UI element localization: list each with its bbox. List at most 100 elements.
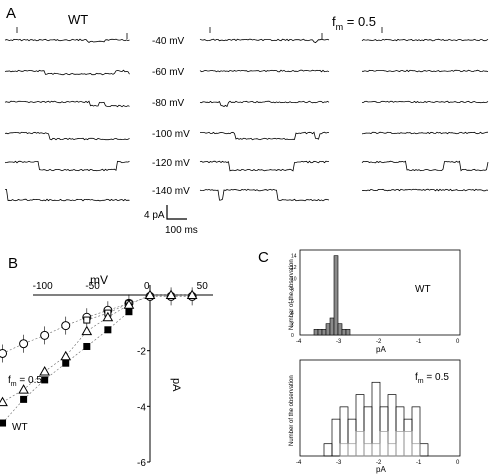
c2-fm-sub: m xyxy=(418,378,424,385)
c2-bar xyxy=(411,443,421,457)
b-point-crossed-square xyxy=(83,316,91,324)
b-x-axis-label: mV xyxy=(90,273,108,287)
current-trace xyxy=(4,38,130,44)
c2-bar xyxy=(323,443,333,457)
c2-fm-annotation: fm = 0.5 xyxy=(415,372,449,385)
current-trace xyxy=(199,38,330,44)
current-trace xyxy=(199,131,330,141)
c1-ticks: -4 -3 -2 -1 0 0 2 4 6 8 10 12 14 xyxy=(291,254,460,345)
c2-fm-value: = 0.5 xyxy=(424,372,450,383)
b-point-open-triangle xyxy=(165,289,177,299)
c2-bar xyxy=(395,431,405,457)
b-fm-f: f xyxy=(8,375,11,386)
b-point-filled-square xyxy=(0,419,7,427)
fm-value: = 0.5 xyxy=(343,14,376,29)
panel-b-label: B xyxy=(8,255,18,272)
current-trace xyxy=(4,188,130,202)
current-trace xyxy=(199,100,330,108)
current-trace xyxy=(361,188,489,192)
current-trace xyxy=(4,160,130,172)
panel-a: A WT fm = 0.5 -40 mV-60 mV-80 mV-100 mV-… xyxy=(4,5,489,236)
c2-bar xyxy=(379,431,389,457)
fm-group-label: fm = 0.5 xyxy=(332,14,376,32)
current-trace xyxy=(199,188,330,202)
current-trace xyxy=(4,100,130,108)
c1-bar xyxy=(317,329,323,336)
c1-bar xyxy=(313,329,319,336)
c1-y-tick-label: 10 xyxy=(291,276,297,282)
b-point-open-triangle xyxy=(39,366,51,376)
c1-bar xyxy=(345,329,351,336)
c1-y-tick-label: 6 xyxy=(291,299,294,305)
c2-x-tick-label: -2 xyxy=(376,460,382,466)
b-point-filled-square xyxy=(62,359,70,367)
scale-bar: 4 pA 100 ms xyxy=(144,205,198,236)
b-fit-line xyxy=(86,303,130,321)
b-point-open-triangle xyxy=(144,289,156,299)
b-x-tick-label: 0 xyxy=(144,281,150,292)
c2-bar xyxy=(387,443,397,457)
c1-x-tick-label: -3 xyxy=(336,339,342,345)
c2-bar xyxy=(339,406,349,457)
current-trace xyxy=(361,100,489,104)
b-point-open-triangle xyxy=(0,396,8,407)
c1-bar xyxy=(321,329,327,336)
fm-f: f xyxy=(332,14,336,29)
voltage-labels: -40 mV -60 mV -80 mV -100 mV -120 mV -140 mV xyxy=(152,36,190,197)
c2-bar xyxy=(403,418,413,457)
c2-bar xyxy=(363,406,373,457)
c2-ticks: -4 -3 -2 -1 0 xyxy=(296,460,460,466)
c1-x-tick-label: -4 xyxy=(296,339,302,345)
b-wt-annotation: WT xyxy=(12,422,28,433)
c2-x-tick-label: 0 xyxy=(456,460,460,466)
b-point-filled-square xyxy=(41,376,49,384)
c1-y-tick-label: 14 xyxy=(291,254,297,260)
c2-x-tick-label: -4 xyxy=(296,460,302,466)
c1-x-tick-label: 0 xyxy=(456,339,460,345)
b-fm-value: = 0.5 xyxy=(17,375,43,386)
b-series xyxy=(0,287,198,427)
current-trace xyxy=(361,38,489,42)
b-y-tick-label: -2 xyxy=(137,347,146,358)
panel-a-label: A xyxy=(6,5,16,22)
c1-frame xyxy=(299,249,461,336)
c2-bar xyxy=(411,406,421,457)
c1-x-tick-label: -1 xyxy=(416,339,422,345)
c1-bar xyxy=(333,255,339,336)
b-point-open-circle xyxy=(19,339,29,349)
voltage-label: -80 mV xyxy=(152,98,185,109)
c2-bar xyxy=(339,443,349,457)
b-point-open-triangle xyxy=(60,350,72,361)
current-trace xyxy=(199,69,330,73)
panel-c: C WT Number of the observation pA -4 -3 -2… xyxy=(258,249,461,474)
b-x-tick-label: -100 xyxy=(33,281,53,292)
scale-time-label: 100 ms xyxy=(165,225,198,236)
b-y-tick-label: -6 xyxy=(137,458,146,469)
wt-group-label: WT xyxy=(68,12,88,27)
c1-y-axis-label: Number of the observation xyxy=(289,259,295,330)
scale-bar-lines xyxy=(166,205,187,220)
c2-fm-f: f xyxy=(415,372,418,383)
c1-title: WT xyxy=(415,284,431,295)
current-trace xyxy=(4,69,130,76)
c1-bar xyxy=(341,329,347,336)
current-traces xyxy=(4,27,489,202)
b-x-tick-label: 50 xyxy=(197,281,209,292)
voltage-label: -60 mV xyxy=(152,67,185,78)
c2-bar xyxy=(371,381,381,457)
c2-bar xyxy=(403,431,413,457)
c1-bar xyxy=(329,317,335,336)
c2-y-axis-label: Number of the observation xyxy=(289,375,295,446)
c1-y-tick-label: 4 xyxy=(291,310,294,316)
b-point-open-triangle xyxy=(18,384,29,394)
current-trace xyxy=(361,160,489,172)
b-point-open-circle xyxy=(40,330,50,340)
c2-bar xyxy=(387,394,397,457)
c1-y-tick-label: 8 xyxy=(291,288,294,294)
b-point-filled-square xyxy=(83,342,91,350)
c1-x-axis-label: pA xyxy=(376,345,386,354)
c2-bar xyxy=(371,443,381,457)
